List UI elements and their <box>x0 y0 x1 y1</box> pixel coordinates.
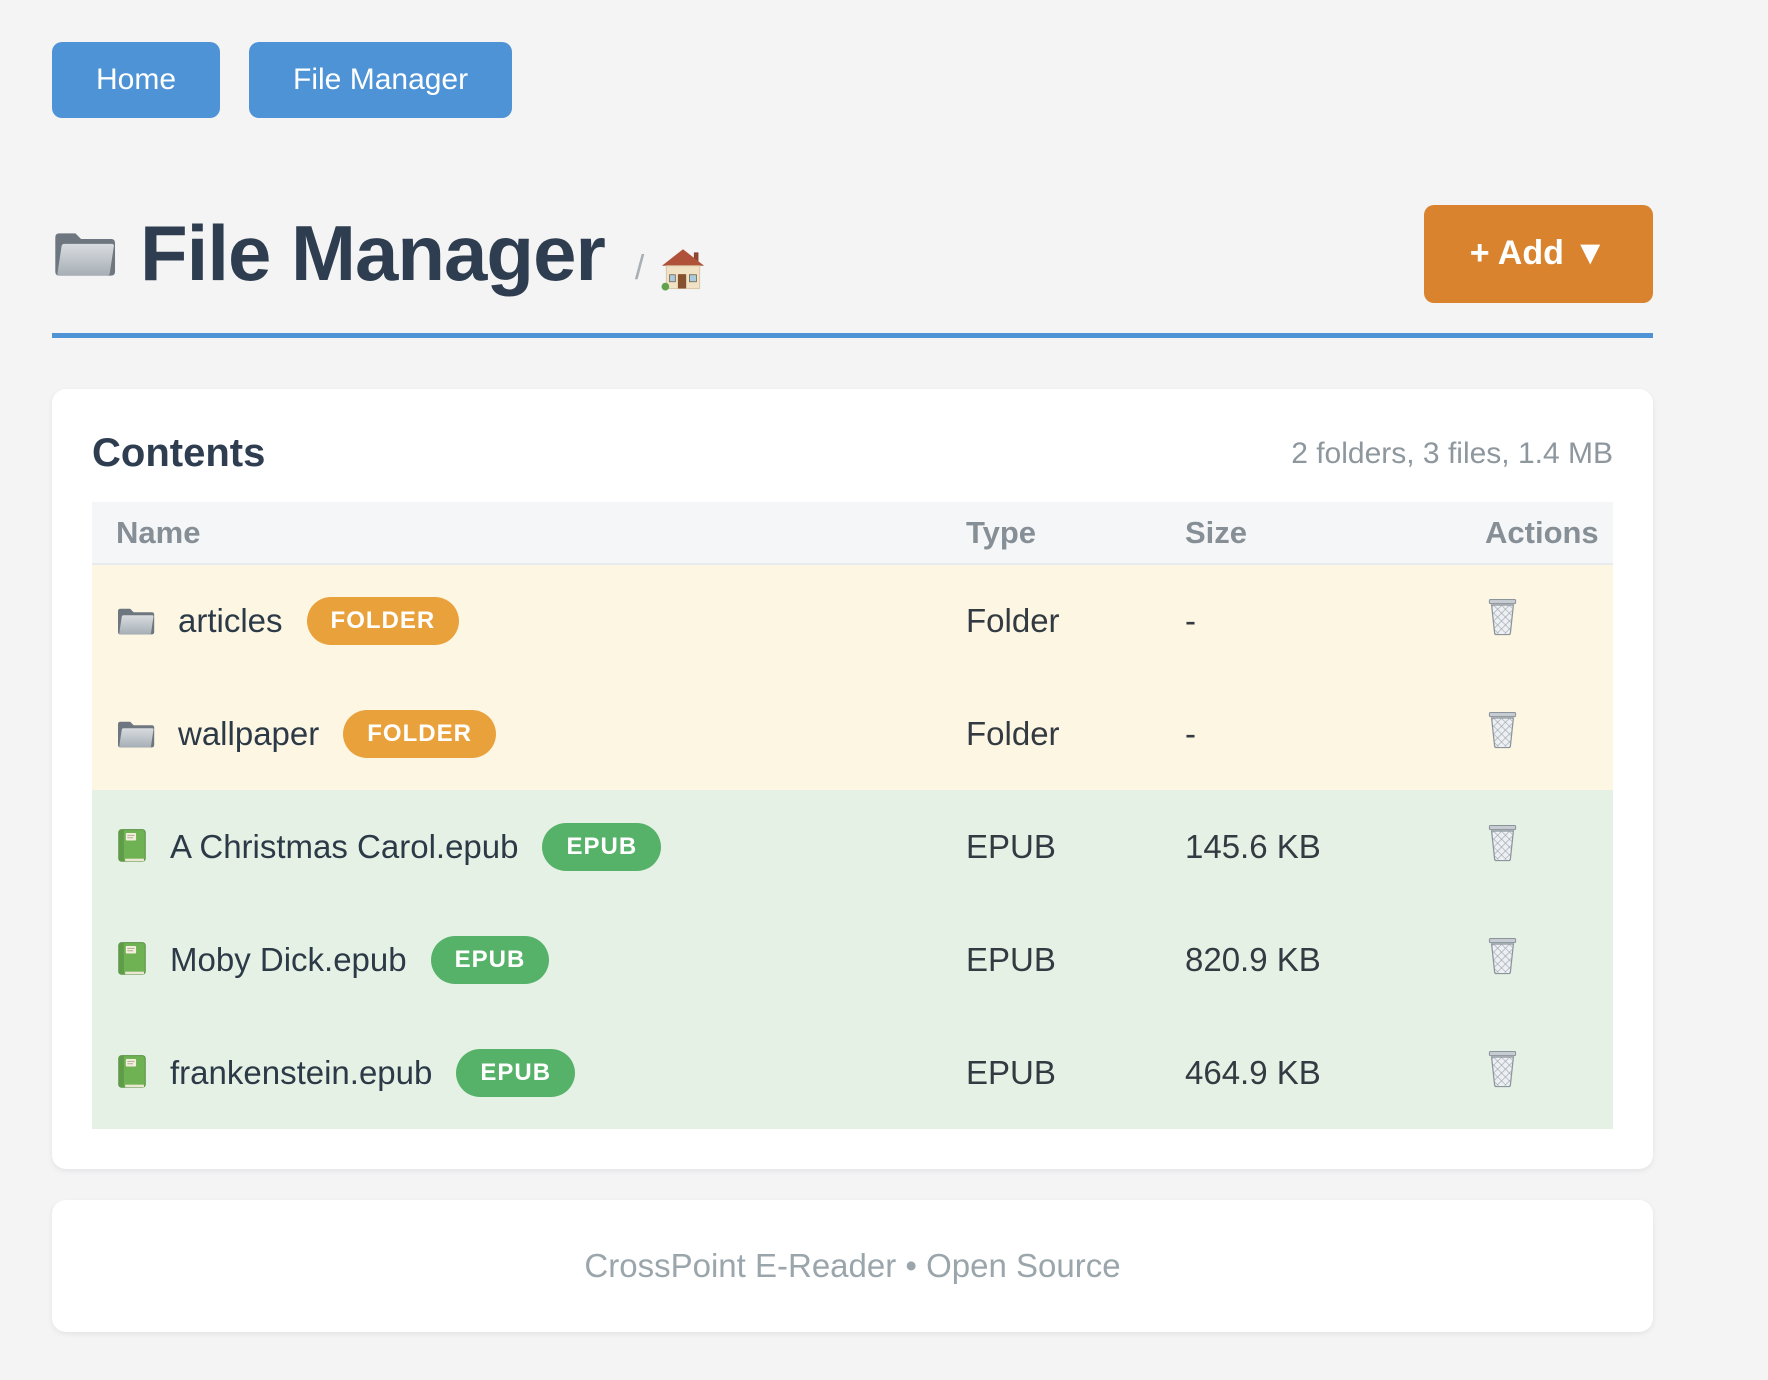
file-size: - <box>1185 564 1461 677</box>
page: Home File Manager File Manager / <box>52 0 1653 1332</box>
trash-icon <box>1485 823 1520 866</box>
actions-cell <box>1461 1016 1613 1129</box>
actions-cell <box>1461 790 1613 903</box>
footer-text: CrossPoint E-Reader • Open Source <box>584 1247 1121 1284</box>
type-badge: FOLDER <box>343 709 496 758</box>
type-badge: FOLDER <box>306 597 460 645</box>
delete-button[interactable] <box>1485 1049 1520 1092</box>
breadcrumb-separator: / <box>634 249 645 287</box>
table-row[interactable]: A Christmas Carol.epub EPUB EPUB 145.6 K… <box>92 790 1613 903</box>
file-type: Folder <box>966 564 1185 677</box>
folder-icon <box>52 227 118 280</box>
name-cell: articles FOLDER <box>92 564 966 677</box>
book-icon <box>116 828 148 865</box>
column-header-name: Name <box>92 502 966 565</box>
nav-file-manager-button[interactable]: File Manager <box>249 42 513 118</box>
file-name[interactable]: A Christmas Carol.epub <box>170 827 519 865</box>
contents-heading: Contents <box>92 431 266 475</box>
actions-cell <box>1461 564 1613 677</box>
accent-divider <box>52 333 1653 338</box>
folder-icon <box>116 605 156 637</box>
trash-icon <box>1485 1049 1520 1092</box>
file-name[interactable]: articles <box>178 602 283 639</box>
trash-icon <box>1485 597 1520 640</box>
contents-card: Contents 2 folders, 3 files, 1.4 MB Name… <box>52 389 1653 1169</box>
book-icon <box>116 1054 148 1091</box>
delete-button[interactable] <box>1485 597 1520 640</box>
nav-home-button[interactable]: Home <box>52 42 221 118</box>
folder-icon <box>116 718 156 750</box>
top-nav: Home File Manager <box>52 42 1653 118</box>
table-row[interactable]: frankenstein.epub EPUB EPUB 464.9 KB <box>92 1016 1613 1129</box>
file-size: 464.9 KB <box>1185 1016 1461 1129</box>
name-cell: frankenstein.epub EPUB <box>92 1016 966 1129</box>
page-header: File Manager / + Add ▼ <box>52 204 1653 303</box>
footer-card: CrossPoint E-Reader • Open Source <box>52 1200 1653 1332</box>
breadcrumb: / <box>635 246 706 292</box>
table-header-row: Name Type Size Actions <box>92 502 1613 565</box>
table-row[interactable]: articles FOLDER Folder - <box>92 564 1613 677</box>
file-table-body: articles FOLDER Folder - <box>92 564 1613 1129</box>
type-badge: EPUB <box>542 822 662 871</box>
table-row[interactable]: wallpaper FOLDER Folder - <box>92 677 1613 790</box>
house-icon[interactable] <box>660 246 706 292</box>
file-type: EPUB <box>966 1016 1185 1129</box>
file-table: Name Type Size Actions <box>92 502 1613 1129</box>
actions-cell <box>1461 677 1613 790</box>
file-name[interactable]: Moby Dick.epub <box>170 940 407 978</box>
contents-card-header: Contents 2 folders, 3 files, 1.4 MB <box>92 431 1613 476</box>
name-cell: A Christmas Carol.epub EPUB <box>92 790 966 903</box>
file-size: 145.6 KB <box>1185 790 1461 903</box>
file-type: EPUB <box>966 790 1185 903</box>
contents-summary: 2 folders, 3 files, 1.4 MB <box>1291 436 1613 470</box>
trash-icon <box>1485 936 1520 979</box>
file-type: EPUB <box>966 903 1185 1016</box>
type-badge: EPUB <box>430 935 550 984</box>
column-header-size: Size <box>1185 502 1461 565</box>
file-size: 820.9 KB <box>1185 903 1461 1016</box>
file-name[interactable]: wallpaper <box>178 714 320 752</box>
table-row[interactable]: Moby Dick.epub EPUB EPUB 820.9 KB <box>92 903 1613 1016</box>
type-badge: EPUB <box>456 1048 576 1097</box>
file-name[interactable]: frankenstein.epub <box>170 1053 433 1091</box>
name-cell: wallpaper FOLDER <box>92 677 966 790</box>
file-type: Folder <box>966 677 1185 790</box>
actions-cell <box>1461 903 1613 1016</box>
delete-button[interactable] <box>1485 823 1520 866</box>
trash-icon <box>1485 710 1520 753</box>
file-size: - <box>1185 677 1461 790</box>
name-cell: Moby Dick.epub EPUB <box>92 903 966 1016</box>
page-title: File Manager <box>140 209 606 297</box>
delete-button[interactable] <box>1485 710 1520 753</box>
add-button[interactable]: + Add ▼ <box>1423 204 1653 303</box>
delete-button[interactable] <box>1485 936 1520 979</box>
column-header-type: Type <box>966 502 1185 565</box>
book-icon <box>116 941 148 978</box>
column-header-actions: Actions <box>1461 502 1613 565</box>
